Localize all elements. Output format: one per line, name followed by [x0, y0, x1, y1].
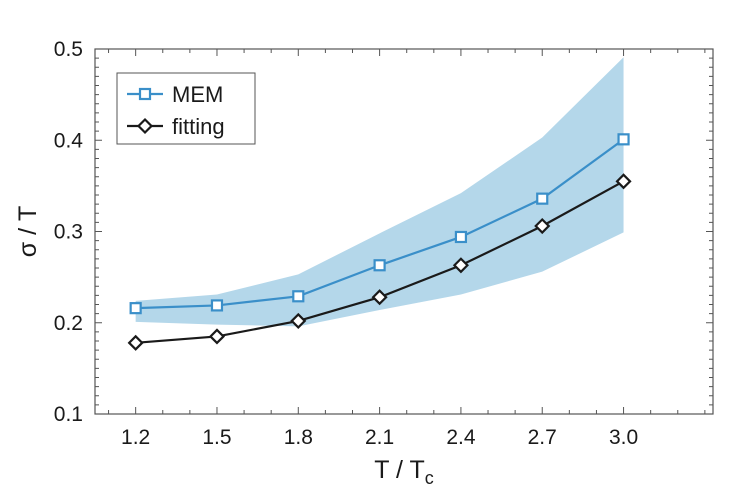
legend-marker-fitting [136, 117, 154, 135]
uncertainty-band [135, 57, 624, 327]
tick-layer [95, 48, 713, 415]
y-tick-label: 0.5 [54, 38, 83, 61]
tick-label-layer: 1.2 1.5 1.8 2.1 2.4 2.7 3.0 0.1 0.2 0.3 0.4 0.5 [54, 38, 638, 449]
series-point-fitting [615, 173, 632, 190]
series-point-mem [373, 259, 386, 272]
x-tick-label: 2.4 [446, 426, 476, 449]
series-point-mem [454, 230, 468, 244]
y-tick-label: 0.4 [54, 129, 84, 152]
legend-marker-mem [138, 87, 152, 101]
legend-label-mem: MEM [172, 82, 223, 107]
series-layer [127, 133, 632, 351]
x-axis-title-subscript: c [425, 468, 434, 488]
x-tick-label: 3.0 [609, 426, 638, 449]
legend-label-fitting: fitting [172, 114, 225, 139]
uncertainty-band-layer [135, 57, 624, 327]
x-axis-title-main: T / T [374, 456, 424, 484]
series-point-fitting [534, 217, 551, 235]
series-point-mem [129, 302, 142, 315]
series-point-fitting [371, 289, 388, 306]
legend-entries: MEM fitting [127, 82, 225, 139]
series-point-mem [210, 299, 224, 312]
y-tick-label: 0.2 [54, 312, 83, 335]
x-axis-title: T / Tc [374, 456, 433, 488]
x-tick-label: 2.1 [365, 426, 394, 449]
x-tick-label: 1.5 [202, 426, 231, 449]
legend-box [116, 72, 256, 145]
series-point-fitting [290, 312, 307, 329]
x-tick-label: 1.2 [121, 426, 150, 449]
y-axis-title: σ / T [14, 206, 42, 258]
series-point-mem [536, 192, 549, 205]
series-point-mem [292, 290, 305, 303]
x-tick-label: 1.8 [284, 426, 313, 449]
x-tick-label: 2.7 [528, 426, 557, 449]
series-point-fitting [452, 257, 469, 274]
series-point-mem [617, 133, 630, 146]
y-tick-label: 0.1 [54, 403, 83, 426]
series-point-fitting [208, 328, 226, 345]
y-tick-label: 0.3 [54, 221, 83, 244]
legend: MEM fitting [116, 72, 256, 145]
series-point-fitting [127, 334, 144, 351]
